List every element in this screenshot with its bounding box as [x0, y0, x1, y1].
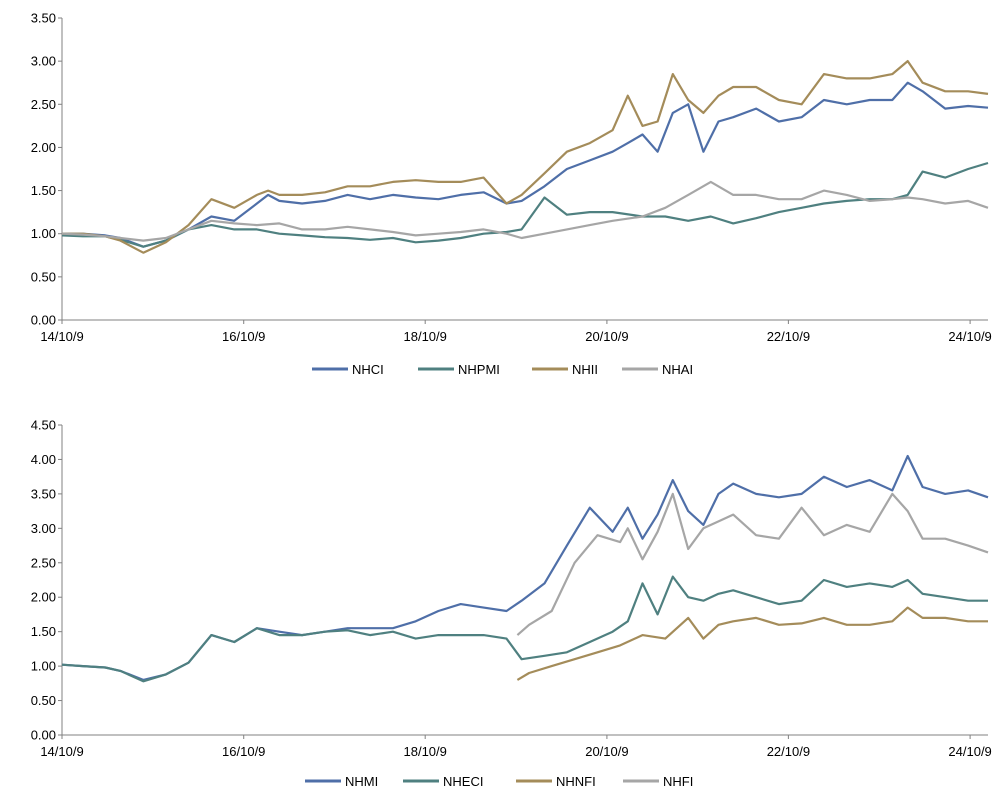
y-tick-label: 2.00 — [31, 590, 56, 605]
legend-label-nhii: NHII — [572, 362, 598, 377]
x-tick-label: 18/10/9 — [404, 744, 447, 759]
y-tick-label: 1.50 — [31, 624, 56, 639]
x-tick-label: 20/10/9 — [585, 329, 628, 344]
y-tick-label: 1.00 — [31, 226, 56, 241]
y-tick-label: 3.50 — [31, 11, 56, 26]
y-tick-label: 0.50 — [31, 269, 56, 284]
legend-label-nheci: NHECI — [443, 774, 483, 789]
legend-label-nhci: NHCI — [352, 362, 384, 377]
x-tick-label: 14/10/9 — [40, 329, 83, 344]
series-line-nhfi — [516, 492, 989, 636]
x-tick-label: 24/10/9 — [948, 329, 991, 344]
y-tick-label: 1.00 — [31, 659, 56, 674]
y-tick-label: 3.50 — [31, 486, 56, 501]
y-tick-label: 2.50 — [31, 97, 56, 112]
y-tick-label: 4.00 — [31, 452, 56, 467]
legend-label-nhpmi: NHPMI — [458, 362, 500, 377]
x-tick-label: 18/10/9 — [404, 329, 447, 344]
legend-label-nhmi: NHMI — [345, 774, 378, 789]
x-tick-label: 16/10/9 — [222, 744, 265, 759]
series-line-nhci — [62, 81, 989, 248]
series-line-nhnfi — [516, 606, 988, 681]
legend-label-nhai: NHAI — [662, 362, 693, 377]
x-tick-label: 24/10/9 — [948, 744, 991, 759]
y-tick-label: 3.00 — [31, 54, 56, 69]
chart-top: 0.00 0.50 1.00 1.50 2.00 2.50 3.00 3.50 14/10/9 1… — [31, 11, 992, 378]
x-tick-label: 16/10/9 — [222, 329, 265, 344]
y-tick-label: 4.50 — [31, 418, 56, 433]
x-tick-label: 22/10/9 — [767, 744, 810, 759]
series-line-nhii — [62, 59, 989, 254]
y-tick-label: 0.00 — [31, 728, 56, 743]
y-tick-label: 0.50 — [31, 693, 56, 708]
legend-label-nhfi: NHFI — [663, 774, 693, 789]
series-line-nhai — [61, 180, 989, 242]
chart-bottom: 0.00 0.50 1.00 1.50 2.00 2.50 3.00 3.50 4.00 4.50… — [31, 418, 992, 790]
y-tick-label: 3.00 — [31, 521, 56, 536]
series-line-nhpmi — [61, 161, 989, 248]
x-tick-label: 14/10/9 — [40, 744, 83, 759]
x-tick-label: 22/10/9 — [767, 329, 810, 344]
y-tick-label: 0.00 — [31, 313, 56, 328]
x-tick-label: 20/10/9 — [585, 744, 628, 759]
series-line-nheci — [61, 575, 988, 683]
y-tick-label: 2.50 — [31, 555, 56, 570]
legend-label-nhnfi: NHNFI — [556, 774, 596, 789]
y-tick-label: 1.50 — [31, 183, 56, 198]
y-tick-label: 2.00 — [31, 140, 56, 155]
